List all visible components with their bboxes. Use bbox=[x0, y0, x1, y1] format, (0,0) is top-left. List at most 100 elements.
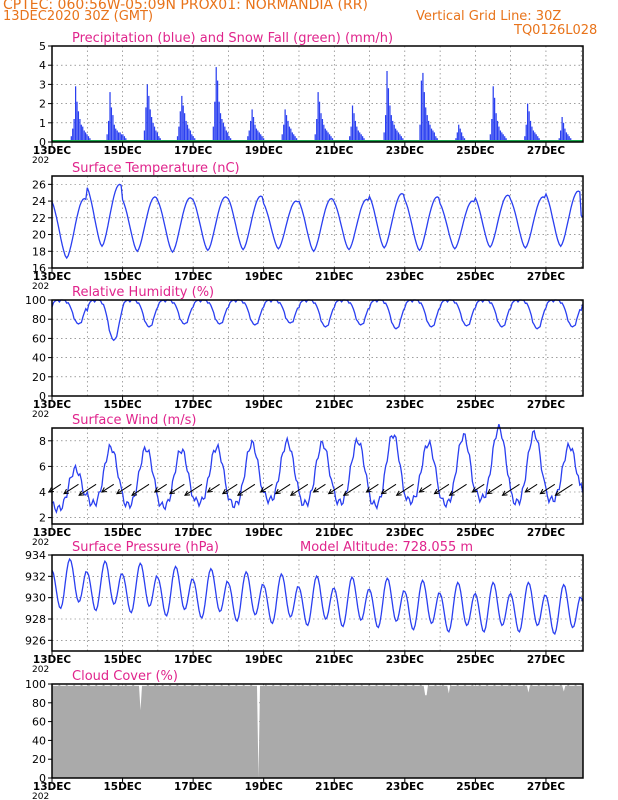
x-tick-label: 23DEC bbox=[386, 399, 425, 411]
x-tick-label: 13DEC bbox=[33, 271, 72, 283]
precip-bar bbox=[499, 130, 502, 142]
panel-wind: 2 4 6 8 13DEC 15DEC 17DEC 19DEC 21DEC 23DEC 25DEC 2… bbox=[32, 413, 584, 548]
precip-bar bbox=[386, 71, 388, 142]
precip-bar bbox=[284, 109, 286, 142]
plot-frame bbox=[51, 45, 584, 143]
precip-bar bbox=[356, 126, 358, 142]
precip-bar bbox=[122, 134, 124, 142]
x-tick-label: 15DEC bbox=[103, 145, 142, 157]
precip-bar bbox=[461, 132, 463, 142]
precip-bar bbox=[247, 136, 249, 142]
precip-bar bbox=[181, 95, 183, 142]
precip-bar bbox=[400, 136, 402, 142]
precip-bar bbox=[360, 134, 362, 142]
x-tick-label: 27DEC bbox=[527, 399, 566, 411]
wind-arrow bbox=[48, 483, 62, 493]
panel-title: Cloud Cover (%) bbox=[72, 669, 178, 684]
panel-cloud: 0 20 40 60 80 100 13DEC 15DEC 17DEC 19DEC 21DEC 23D… bbox=[25, 669, 584, 800]
x-tick-label: 13DEC bbox=[33, 527, 72, 539]
precip-bar bbox=[422, 72, 424, 142]
precip-bar bbox=[362, 136, 364, 142]
y-tick-label: 20 bbox=[32, 371, 46, 384]
precip-bar bbox=[426, 115, 428, 142]
precip-bar bbox=[218, 101, 220, 142]
precip-bar bbox=[287, 120, 289, 142]
precip-bar bbox=[85, 132, 87, 142]
precip-bar bbox=[567, 134, 569, 142]
precip-bar bbox=[458, 124, 460, 142]
precip-bar bbox=[258, 132, 260, 142]
precip-bar bbox=[354, 120, 357, 142]
precip-bar bbox=[116, 130, 118, 142]
x-tick-label: 17DEC bbox=[174, 654, 213, 666]
precip-bar bbox=[293, 134, 295, 142]
precip-bar bbox=[462, 136, 464, 142]
y-tick-label: 2 bbox=[39, 512, 46, 525]
panel-title: Surface Wind (m/s) bbox=[72, 413, 196, 428]
precip-bar bbox=[77, 111, 80, 142]
x-tick-label: 25DEC bbox=[456, 271, 495, 283]
precip-bar bbox=[251, 109, 253, 142]
panel-temperature: 16 18 20 22 24 26 13DEC 15DEC 17DEC 19DEC 21DEC 23D… bbox=[32, 161, 584, 292]
precip-bar bbox=[428, 120, 430, 142]
wind-arrow bbox=[78, 483, 97, 496]
x-tick-label: 23DEC bbox=[386, 271, 425, 283]
y-tick-label: 40 bbox=[32, 352, 46, 365]
y-tick-label: 0 bbox=[39, 390, 46, 403]
x-tick-label: 19DEC bbox=[245, 399, 284, 411]
precip-bar bbox=[110, 107, 113, 142]
precip-bar bbox=[184, 113, 186, 142]
precip-bar bbox=[390, 115, 392, 142]
precip-bar bbox=[350, 126, 352, 142]
x-tick-label: 21DEC bbox=[315, 781, 354, 793]
y-tick-label: 26 bbox=[32, 178, 46, 191]
precip-bar bbox=[80, 124, 82, 142]
precip-bar bbox=[79, 119, 81, 142]
precip-bar bbox=[186, 124, 189, 142]
wind-arrow bbox=[471, 483, 485, 493]
precip-bar bbox=[349, 136, 351, 142]
precip-bar bbox=[321, 119, 324, 142]
x-tick-label: 23DEC bbox=[386, 781, 425, 793]
y-tick-label: 16 bbox=[32, 262, 46, 275]
panel-title: Surface Temperature (nC) bbox=[72, 161, 240, 176]
x-tick-label: 13DEC bbox=[33, 654, 72, 666]
wind-arrow bbox=[236, 483, 256, 496]
x-tick-label: 15DEC bbox=[103, 399, 142, 411]
precip-bar bbox=[148, 95, 150, 142]
wind-arrow bbox=[63, 483, 79, 495]
precip-bar bbox=[385, 115, 387, 142]
wind-arrow bbox=[100, 483, 115, 493]
precip-bar bbox=[561, 117, 563, 142]
precip-bar bbox=[82, 126, 84, 142]
year-stub: 202 bbox=[32, 665, 49, 675]
x-tick-label: 13DEC bbox=[33, 781, 72, 793]
precip-bar bbox=[146, 84, 148, 142]
precip-bar bbox=[254, 124, 256, 142]
y-tick-label: 8 bbox=[39, 435, 46, 448]
year-stub: 202 bbox=[32, 410, 49, 420]
precip-bar bbox=[217, 80, 219, 142]
wind-arrow bbox=[131, 483, 150, 496]
precip-bar bbox=[72, 128, 74, 142]
panel-humidity: 0 20 40 60 80 100 13DEC 15DEC 17DEC 19DEC 21DEC 23D… bbox=[25, 285, 584, 420]
precip-bar bbox=[387, 88, 390, 142]
y-tick-label: 60 bbox=[32, 716, 46, 729]
precip-bar bbox=[525, 124, 527, 142]
x-tick-label: 23DEC bbox=[386, 145, 425, 157]
precip-bar bbox=[214, 101, 216, 142]
wind-arrow bbox=[312, 483, 326, 493]
precip-bar bbox=[456, 132, 458, 142]
precip-bar bbox=[383, 132, 385, 142]
precip-bar bbox=[320, 113, 322, 142]
panel-precip: 0 1 2 3 4 5 13DEC 15DEC 17DEC 19DEC 21DEC 23DEC 25DE… bbox=[32, 31, 584, 166]
x-tick-label: 17DEC bbox=[174, 271, 213, 283]
precip-bar bbox=[224, 126, 226, 142]
precip-bar bbox=[285, 115, 288, 142]
x-tick-label: 27DEC bbox=[527, 145, 566, 157]
precip-bar bbox=[248, 130, 250, 142]
cloud-area bbox=[52, 684, 583, 778]
precip-bar bbox=[316, 119, 318, 142]
precip-bar bbox=[83, 130, 85, 142]
precip-bar bbox=[222, 122, 225, 142]
